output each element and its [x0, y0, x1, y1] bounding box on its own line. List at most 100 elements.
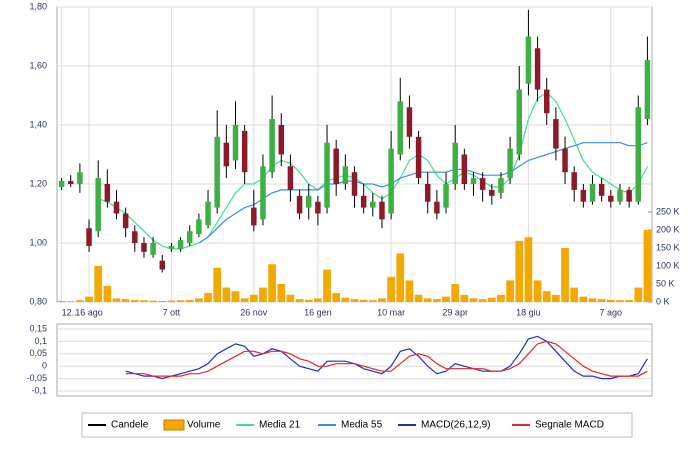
volume-bar	[76, 300, 84, 302]
volume-bar	[423, 298, 432, 302]
y-tick-label: 0,15	[29, 323, 47, 333]
candle-body	[452, 142, 458, 184]
volume-bar	[204, 293, 212, 302]
candle-body	[223, 142, 230, 167]
candle-body	[617, 189, 623, 202]
volume-bar	[396, 253, 405, 302]
candle-body	[598, 184, 605, 196]
legend-label: Segnale MACD	[535, 420, 604, 431]
x-tick-label: 18 giu	[516, 307, 541, 317]
y2-tick-label: 0 K	[656, 296, 670, 306]
volume-bar	[570, 287, 579, 302]
y-tick-label: -0,05	[26, 373, 47, 383]
candle-body	[415, 136, 422, 179]
candle-body	[333, 148, 339, 184]
volume-bar	[350, 299, 359, 302]
volume-bar	[497, 294, 505, 302]
x-tick-label: 7 ott	[163, 307, 181, 317]
candle-body	[626, 189, 632, 202]
volume-bar	[158, 300, 167, 302]
volume-bar	[524, 237, 533, 302]
volume-bar	[213, 267, 222, 302]
candle-body	[507, 148, 513, 179]
y-tick-label: 1,20	[29, 178, 47, 188]
candle-body	[177, 240, 184, 249]
candle-body	[489, 189, 495, 196]
line-series	[125, 335, 648, 380]
volume-bar	[460, 294, 469, 302]
volume-bar	[286, 294, 295, 302]
x-tick-label: 16 ago	[75, 307, 103, 317]
candle-body	[58, 181, 65, 187]
legend-label: MACD(26,12,9)	[421, 420, 490, 431]
candle-body	[498, 178, 504, 193]
volume-bar	[515, 240, 524, 302]
legend-swatch	[163, 419, 185, 431]
candle-body	[543, 89, 550, 114]
candle-body	[434, 201, 440, 214]
volume-bar	[268, 264, 276, 302]
volume-bar	[57, 300, 66, 302]
candle-body	[67, 181, 74, 184]
legend-label: Candele	[111, 420, 149, 431]
volume-bar	[634, 287, 643, 302]
candle-body	[315, 201, 321, 214]
candle-body	[132, 231, 138, 243]
line-series	[198, 142, 648, 244]
candle-body	[571, 172, 577, 190]
volume-bar	[542, 291, 551, 302]
volume-bar	[533, 280, 542, 302]
candle-body	[205, 201, 211, 226]
volume-bar	[368, 300, 377, 302]
volume-bar	[378, 298, 386, 302]
candle-body	[589, 184, 596, 202]
candle-body	[95, 178, 101, 232]
candle-body	[379, 201, 385, 220]
volume-bar	[451, 284, 460, 302]
candle-body	[580, 189, 587, 202]
volume-bar	[185, 299, 194, 302]
volume-bar	[414, 294, 423, 302]
y-tick-label: 0,1	[34, 336, 47, 346]
legend-label: Media 55	[341, 420, 383, 431]
x-tick-label: 26 nov	[240, 307, 268, 317]
candle-body	[644, 60, 651, 120]
candle-body	[608, 195, 614, 202]
y-tick-label: 0	[42, 361, 47, 371]
candle-body	[141, 243, 147, 252]
candle-body	[269, 119, 275, 173]
volume-bar	[387, 276, 395, 302]
legend-label: Media 21	[259, 420, 301, 431]
volume-bar	[314, 298, 322, 302]
candle-body	[86, 228, 92, 246]
y-tick-label: 1,60	[29, 60, 47, 70]
candle-body	[214, 136, 220, 208]
candle-body	[278, 125, 285, 155]
x-tick-label: 29 apr	[442, 307, 468, 317]
volume-bar	[176, 300, 185, 302]
volume-bar	[643, 230, 652, 302]
volume-bar	[606, 299, 615, 302]
legend-label: Volume	[187, 420, 221, 431]
candle-body	[534, 48, 541, 90]
volume-bar	[167, 300, 176, 302]
volume-bar	[478, 299, 487, 302]
y2-tick-label: 50 K	[656, 278, 675, 288]
volume-bar	[469, 298, 478, 302]
candle-body	[470, 178, 477, 184]
candle-body	[232, 125, 239, 161]
volume-bar	[295, 299, 304, 302]
candle-body	[150, 243, 156, 255]
candle-body	[635, 107, 642, 202]
candle-body	[525, 36, 532, 84]
volume-bar	[552, 294, 560, 302]
candle-body	[342, 166, 349, 184]
volume-bar	[130, 299, 139, 302]
candle-body	[562, 148, 568, 173]
candle-body	[251, 207, 257, 226]
volume-bar	[149, 300, 157, 302]
plot-area	[56, 323, 653, 397]
line-series	[125, 340, 648, 377]
candle-body	[159, 260, 166, 270]
